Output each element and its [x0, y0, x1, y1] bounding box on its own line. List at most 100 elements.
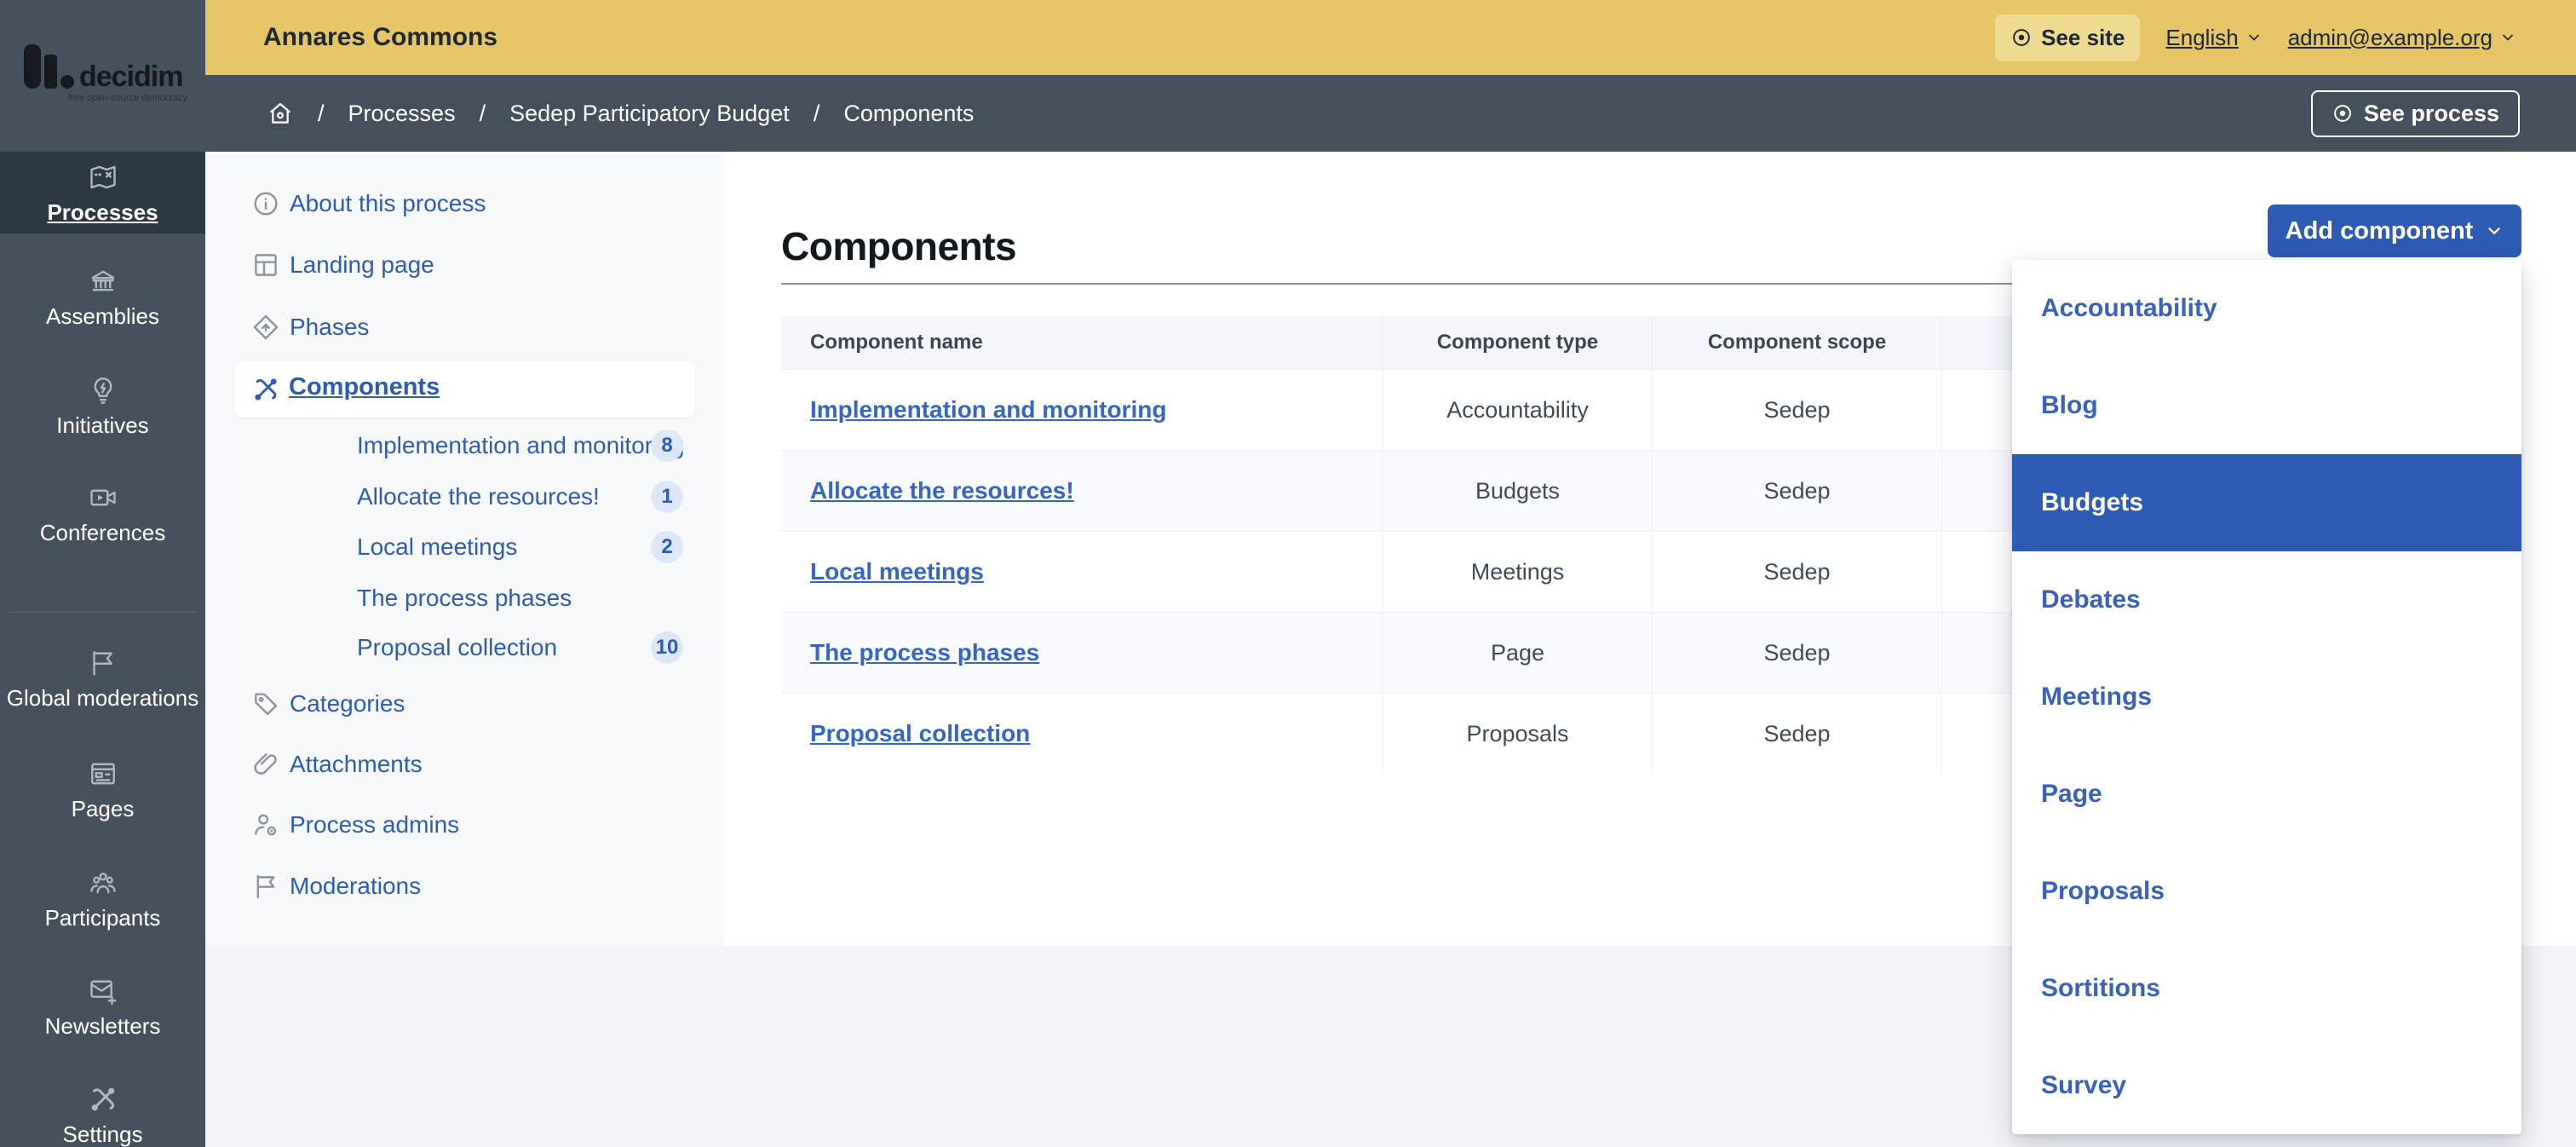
- eye-icon: [2334, 105, 2351, 122]
- language-selector[interactable]: English: [2165, 25, 2262, 51]
- breadcrumb-bar: / Processes / Sedep Participatory Budget…: [205, 75, 2576, 152]
- component-type: Meetings: [1383, 532, 1652, 612]
- add-component-menu: Accountability Blog Budgets Debates Meet…: [2012, 260, 2521, 1134]
- count-badge: 8: [651, 429, 683, 462]
- process-sidebar: [205, 152, 725, 946]
- rail-divider: [9, 612, 197, 613]
- menu-item-page[interactable]: Page: [2041, 780, 2102, 808]
- header-actions: [1941, 316, 2521, 369]
- component-link[interactable]: Proposal collection: [810, 720, 1031, 746]
- breadcrumb-item-components[interactable]: Components: [843, 100, 975, 126]
- rail-item-processes[interactable]: Processes: [0, 152, 205, 233]
- sidebar-item-process-admins[interactable]: Process admins: [205, 806, 725, 844]
- decidim-logo[interactable]: decidim free open-source democracy: [24, 44, 194, 103]
- sidebar-subitem-proposal-collection[interactable]: Proposal collection 10: [205, 631, 725, 665]
- rail-item-participants[interactable]: Participants: [0, 867, 205, 931]
- menu-item-meetings[interactable]: Meetings: [2041, 683, 2153, 711]
- organization-title: Annares Commons: [263, 23, 498, 51]
- component-link[interactable]: The process phases: [810, 639, 1040, 666]
- menu-item-budgets[interactable]: Budgets: [2012, 454, 2521, 551]
- see-process-button[interactable]: See process: [2310, 89, 2520, 137]
- chevron-down-icon: [2248, 34, 2259, 41]
- component-type: Proposals: [1383, 694, 1652, 774]
- add-component-button[interactable]: Add component: [2268, 205, 2521, 257]
- menu-item-blog[interactable]: Blog: [2041, 391, 2098, 419]
- sidebar-item-categories[interactable]: Categories: [205, 685, 725, 723]
- sidebar-item-about[interactable]: About this process: [205, 185, 725, 222]
- sidebar-item-components[interactable]: Components: [234, 361, 695, 418]
- component-scope: Sedep: [1652, 532, 1941, 612]
- decidim-logo-icon: [24, 44, 74, 89]
- menu-item-debates[interactable]: Debates: [2041, 585, 2141, 614]
- initiatives-lightbulb-icon: [0, 375, 205, 406]
- row-actions: [1941, 613, 2521, 693]
- component-type: Accountability: [1383, 370, 1652, 450]
- attachments-paperclip-icon: [251, 750, 280, 779]
- row-actions: [1941, 451, 2521, 531]
- breadcrumb-item-process[interactable]: Sedep Participatory Budget: [509, 100, 790, 126]
- component-type: Page: [1383, 613, 1652, 693]
- rail-item-assemblies[interactable]: Assemblies: [0, 266, 205, 330]
- sidebar-subitem-implementation[interactable]: Implementation and monitoring 8: [205, 429, 725, 463]
- settings-tools-icon: [0, 1084, 205, 1115]
- conferences-video-icon: [0, 482, 205, 513]
- global-moderations-flag-icon: [0, 648, 205, 678]
- home-icon[interactable]: [267, 100, 294, 127]
- component-scope: Sedep: [1652, 694, 1941, 774]
- participants-people-icon: [0, 867, 205, 898]
- component-scope: Sedep: [1652, 370, 1941, 450]
- sidebar-subitem-local-meetings[interactable]: Local meetings 2: [205, 530, 725, 564]
- assemblies-bank-icon: [0, 266, 205, 297]
- sidebar-subitem-allocate[interactable]: Allocate the resources! 1: [205, 480, 725, 514]
- decidim-tagline: free open-source democracy: [68, 93, 188, 103]
- processes-map-icon: [0, 162, 205, 193]
- breadcrumb-separator: /: [318, 100, 325, 126]
- component-link[interactable]: Implementation and monitoring: [810, 396, 1167, 423]
- sidebar-item-attachments[interactable]: Attachments: [205, 746, 725, 783]
- admin-title-bar: Annares Commons See site English admin@e…: [205, 0, 2576, 75]
- admin-user-gear-icon: [251, 810, 280, 839]
- component-link[interactable]: Local meetings: [810, 558, 984, 585]
- chevron-down-icon: [2488, 228, 2500, 235]
- rail-item-newsletters[interactable]: Newsletters: [0, 976, 205, 1040]
- rail-item-global-moderations[interactable]: Global moderations: [0, 648, 205, 712]
- breadcrumb-item-processes[interactable]: Processes: [348, 100, 456, 126]
- menu-item-accountability[interactable]: Accountability: [2041, 294, 2217, 322]
- user-menu[interactable]: admin@example.org: [2288, 25, 2516, 51]
- moderations-flag-icon: [251, 872, 280, 901]
- rail-item-pages[interactable]: Pages: [0, 758, 205, 822]
- count-badge: 1: [651, 481, 683, 513]
- components-tools-icon: [251, 375, 280, 404]
- decidim-brand: decidim: [79, 60, 183, 93]
- component-scope: Sedep: [1652, 451, 1941, 531]
- row-actions: [1941, 370, 2521, 450]
- breadcrumb-separator: /: [813, 100, 820, 126]
- main-nav-rail: decidim free open-source democracy Proce…: [0, 0, 205, 1147]
- row-actions: [1941, 694, 2521, 774]
- menu-item-survey[interactable]: Survey: [2041, 1071, 2127, 1099]
- sidebar-item-moderations[interactable]: Moderations: [205, 867, 725, 905]
- component-link[interactable]: Allocate the resources!: [810, 477, 1074, 504]
- landing-page-icon: [251, 251, 280, 280]
- categories-tag-icon: [251, 689, 280, 718]
- info-icon: [251, 189, 280, 218]
- breadcrumb-separator: /: [479, 100, 486, 126]
- pages-window-icon: [0, 758, 205, 789]
- count-badge: 10: [651, 631, 683, 664]
- header-component-scope: Component scope: [1652, 316, 1941, 369]
- rail-item-conferences[interactable]: Conferences: [0, 482, 205, 546]
- sidebar-item-phases[interactable]: Phases: [205, 308, 725, 346]
- chevron-down-icon: [2503, 34, 2513, 41]
- menu-item-sortitions[interactable]: Sortitions: [2041, 974, 2160, 1002]
- menu-item-proposals[interactable]: Proposals: [2041, 877, 2165, 905]
- breadcrumb: / Processes / Sedep Participatory Budget…: [267, 100, 974, 127]
- rail-item-initiatives[interactable]: Initiatives: [0, 375, 205, 439]
- eye-icon: [2013, 29, 2030, 46]
- newsletters-mail-plus-icon: [0, 976, 205, 1006]
- rail-item-settings[interactable]: Settings: [0, 1084, 205, 1147]
- sidebar-item-landing-page[interactable]: Landing page: [205, 246, 725, 284]
- row-actions: [1941, 532, 2521, 612]
- see-site-button[interactable]: See site: [1995, 14, 2141, 61]
- header-component-type: Component type: [1383, 316, 1652, 369]
- sidebar-subitem-process-phases[interactable]: The process phases: [357, 585, 572, 611]
